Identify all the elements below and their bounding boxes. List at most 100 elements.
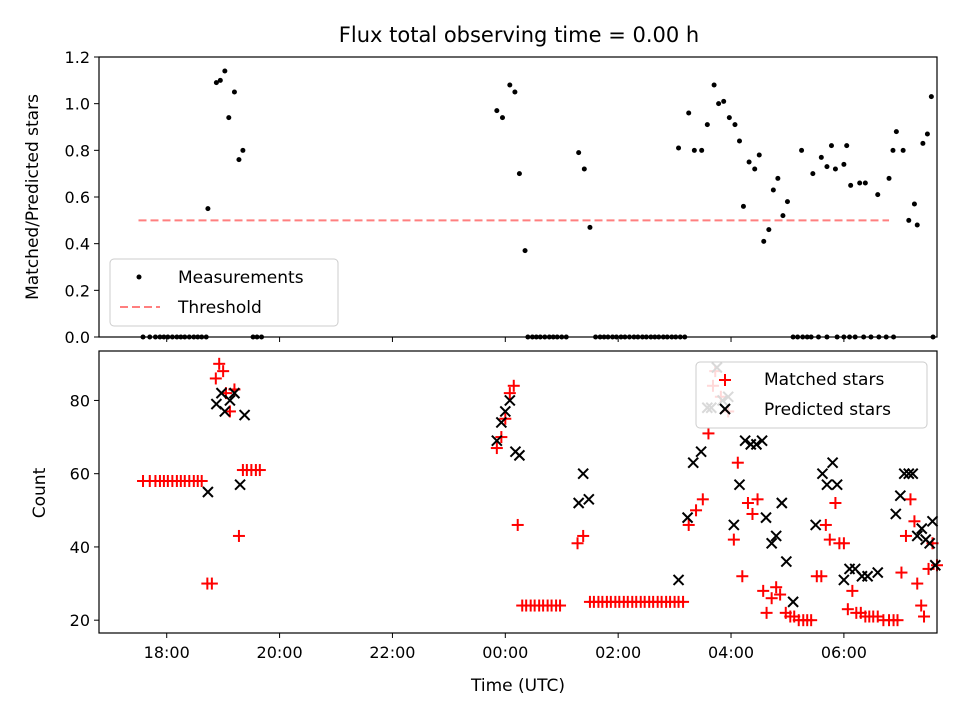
measurement-point (775, 175, 781, 181)
measurement-point (576, 150, 582, 156)
y-tick-label: 60 (70, 465, 90, 484)
matched-star-point (213, 357, 226, 370)
measurements-legend-marker (136, 274, 142, 280)
predicted-star-point (238, 409, 251, 421)
predicted-star-point (750, 438, 763, 451)
matched-star-point (911, 577, 924, 590)
y-tick-label: 1.0 (65, 95, 90, 114)
matched-star-point (895, 566, 908, 579)
matched-star-point (205, 577, 218, 590)
measurement-point (862, 180, 868, 186)
measurement-point (699, 147, 705, 153)
y-tick-label: 40 (70, 538, 90, 557)
matched-star-point (746, 507, 759, 520)
predicted-star-point (929, 559, 942, 571)
panel-counts: Count Time (UTC) 20 40 60 80 18:00 20:00 22:00… (30, 350, 943, 696)
matched-star-point (702, 427, 715, 440)
predicted-star-point (911, 530, 923, 542)
measurement-point (494, 108, 500, 114)
matched-star-point (819, 518, 832, 531)
measurement-point (818, 154, 824, 160)
legend-matched-stars: Matched stars (764, 370, 884, 390)
measurement-point (686, 110, 692, 116)
bottom-legend-box (695, 361, 928, 429)
bottom-plot-frame (98, 350, 938, 634)
predicted-star-point (672, 574, 685, 586)
chart-title: Flux total observing time = 0.00 h (339, 23, 699, 47)
matched-star-point (829, 496, 842, 509)
measurement-point (893, 129, 899, 135)
predicted-star-point (733, 478, 746, 491)
measurement-point (231, 89, 237, 95)
predicted-star-point (890, 508, 902, 520)
matched-star-point (915, 599, 928, 612)
measurement-point (886, 175, 892, 181)
y-tick-label: 20 (70, 611, 90, 630)
predicted-star-point (687, 456, 699, 469)
predicted-star-point (770, 530, 782, 542)
bottom-y-axis-label: Count (30, 467, 50, 518)
x-axis-label: Time (UTC) (470, 676, 565, 696)
legend-predicted-stars: Predicted stars (764, 400, 891, 420)
measurement-point (226, 115, 232, 121)
matched-star-point (751, 493, 764, 506)
measurement-point (716, 101, 722, 107)
predicted-star-point (838, 574, 850, 586)
predicted-star-point (831, 478, 843, 491)
matched-star-point (727, 533, 740, 546)
measurement-point (906, 217, 912, 223)
measurement-point (736, 138, 742, 144)
measurement-point (857, 180, 863, 186)
matched-star-point (770, 581, 783, 594)
panel-ratio: Flux total observing time = 0.00 h Match… (23, 23, 938, 347)
matched-star-point (815, 570, 828, 583)
x-tick-label: 18:00 (144, 643, 190, 662)
matched-star-point (846, 584, 859, 597)
predicted-star-point (234, 478, 246, 491)
predicted-star-point (728, 519, 740, 531)
measurement-point (900, 147, 906, 153)
measurement-point (761, 238, 767, 244)
measurement-point (810, 171, 816, 177)
predicted-star-point (898, 467, 910, 480)
predicted-star-point (872, 566, 884, 579)
measurement-point (828, 143, 834, 149)
measurement-point (691, 147, 697, 153)
matched-star-point (490, 442, 503, 455)
measurement-point (844, 143, 850, 149)
measurement-point (746, 159, 752, 165)
matched-star-point (731, 456, 744, 469)
matched-star-point (891, 614, 904, 627)
predicted-star-point (572, 497, 585, 509)
measurement-point (914, 222, 920, 228)
measurement-point (499, 115, 505, 121)
matched-star-point (507, 379, 520, 392)
measurement-point (832, 166, 838, 172)
measurement-point (236, 157, 242, 163)
predicted-star-point (923, 537, 936, 549)
measurement-point (875, 192, 881, 198)
predicted-star-point (907, 467, 919, 480)
matched-star-point (503, 387, 516, 400)
matched-legend-marker (719, 374, 731, 386)
measurement-point (911, 201, 917, 207)
matched-star-point (904, 493, 917, 506)
matched-star-point (837, 537, 850, 550)
measurement-point (848, 182, 854, 188)
top-plot-frame (98, 56, 938, 338)
matched-star-point (571, 537, 584, 550)
x-tick-label: 20:00 (257, 643, 303, 662)
measurement-point (721, 98, 727, 104)
matched-star-point (918, 610, 931, 623)
measurement-point (841, 161, 847, 167)
predicted-star-point (861, 570, 874, 582)
predicted-star-point (903, 467, 915, 480)
measurement-point (217, 77, 223, 83)
predicted-star-point (504, 394, 516, 407)
legend-measurements: Measurements (178, 268, 304, 288)
predicted-star-point (916, 522, 928, 535)
matched-star-point (899, 529, 912, 542)
measurement-point (780, 213, 786, 219)
top-y-axis-label: Matched/Predicted stars (23, 94, 43, 300)
predicted-star-point (577, 467, 589, 480)
